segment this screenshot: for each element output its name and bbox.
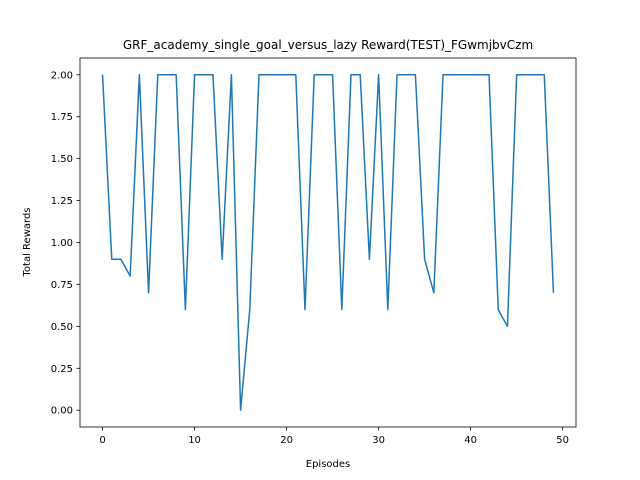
x-tick-label: 50 xyxy=(556,435,569,446)
series-line xyxy=(101,74,555,411)
y-tick-label: 0.00 xyxy=(51,406,73,417)
y-tick-label: 0.50 xyxy=(51,322,73,333)
y-axis-label: Total Rewards xyxy=(22,208,33,278)
y-tick-label: 0.75 xyxy=(51,280,73,291)
chart-title: GRF_academy_single_goal_versus_lazy Rewa… xyxy=(123,38,533,52)
x-tick-label: 10 xyxy=(188,435,201,446)
y-tick-label: 2.00 xyxy=(51,70,73,81)
y-tick-label: 1.25 xyxy=(51,196,73,207)
y-tick-label: 1.50 xyxy=(51,154,73,165)
x-tick-label: 30 xyxy=(372,435,385,446)
y-tick-label: 0.25 xyxy=(51,364,73,375)
x-tick-label: 20 xyxy=(280,435,293,446)
plot-area xyxy=(79,57,577,428)
x-tick-label: 40 xyxy=(464,435,477,446)
plot-frame xyxy=(79,57,577,428)
x-axis: 0 10 20 30 40 50 xyxy=(99,427,569,446)
x-tick-label: 0 xyxy=(99,435,105,446)
y-tick-label: 1.00 xyxy=(51,238,73,249)
y-tick-label: 1.75 xyxy=(51,112,73,123)
y-axis: 0.00 0.25 0.50 0.75 1.00 1.25 1.50 1.75 2.00 xyxy=(51,70,80,417)
x-axis-label: Episodes xyxy=(306,459,350,470)
